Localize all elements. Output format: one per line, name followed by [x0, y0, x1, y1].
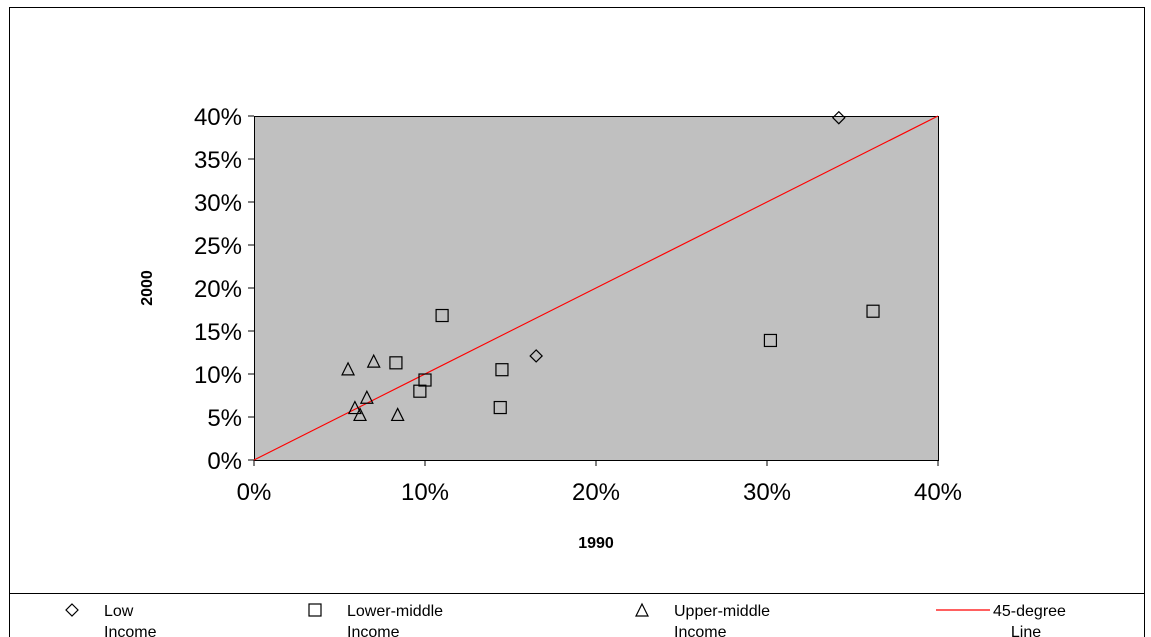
legend-label-line1: Lower-middle	[347, 603, 443, 620]
legend-label-line2: Income	[347, 624, 400, 637]
legend: Low Income Lower-middle Income Upper-mid…	[65, 602, 1066, 637]
y-tick-label: 10%	[194, 362, 242, 389]
x-tick-label: 40%	[914, 479, 962, 506]
y-tick-label: 20%	[194, 276, 242, 303]
y-tick-label: 15%	[194, 319, 242, 346]
y-tick-label: 30%	[194, 190, 242, 217]
legend-diamond-icon	[65, 603, 79, 617]
upper-middle-income-point	[353, 407, 367, 422]
upper-middle-income-point	[341, 361, 356, 376]
x-tick-label: 0%	[237, 479, 272, 506]
y-tick-label: 25%	[194, 233, 242, 260]
tick-layer: 0% 10% 20% 30% 40% 0% 5% 10% 15% 20% 25% 30% 35% 40%	[194, 104, 962, 506]
legend-label-line2: Income	[674, 624, 727, 637]
x-tick-label: 20%	[572, 479, 620, 506]
legend-item-45-degree-line: 45-degree Line	[936, 603, 1066, 637]
plot-area	[254, 116, 939, 461]
legend-square-icon	[308, 603, 322, 617]
x-tick-label: 10%	[401, 479, 449, 506]
upper-middle-income-point	[359, 389, 374, 404]
legend-label-line1: 45-degree	[993, 603, 1066, 620]
y-tick-label: 0%	[207, 448, 242, 475]
lower-middle-income-point	[389, 356, 403, 370]
legend-item-upper-middle-income: Upper-middle Income	[635, 602, 770, 637]
legend-item-lower-middle-income: Lower-middle Income	[308, 603, 443, 637]
lower-middle-income-point	[866, 304, 880, 318]
x-axis-title: 1990	[578, 535, 614, 552]
low-income-point	[529, 349, 543, 363]
y-tick-label: 40%	[194, 104, 242, 131]
upper-middle-income-point	[390, 407, 405, 422]
lower-middle-income-point	[493, 400, 507, 415]
y-tick-label: 35%	[194, 147, 242, 174]
lower-middle-income-point	[495, 363, 509, 377]
upper-middle-income-point	[347, 400, 362, 415]
lower-middle-income-point	[435, 308, 449, 323]
y-tick-label: 5%	[207, 405, 242, 432]
lower-middle-income-point	[413, 384, 427, 398]
lower-middle-income-point	[418, 373, 432, 387]
legend-label-line1: Upper-middle	[674, 603, 770, 620]
y-axis-title: 2000	[139, 270, 156, 306]
legend-triangle-icon	[635, 602, 649, 617]
legend-label-line2: Line	[1011, 624, 1041, 637]
legend-item-low-income: Low Income	[65, 603, 157, 637]
points-layer	[341, 110, 880, 422]
upper-middle-income-point	[366, 353, 381, 368]
low-income-point	[831, 110, 846, 125]
legend-label-line2: Income	[104, 624, 157, 637]
legend-label-line1: Low	[104, 603, 134, 620]
x-tick-label: 30%	[743, 479, 791, 506]
lower-middle-income-point	[763, 333, 778, 348]
